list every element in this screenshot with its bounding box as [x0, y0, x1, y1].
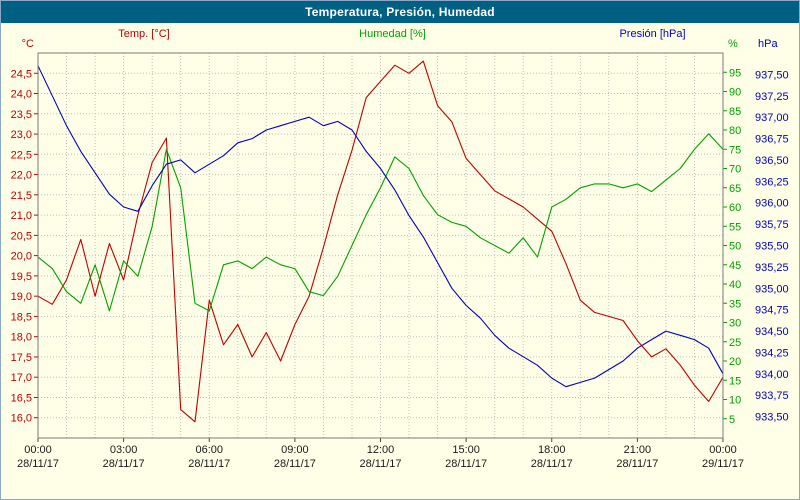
pressure-tick-label: 934,50: [755, 326, 789, 338]
humidity-tick-label: 45: [729, 260, 741, 272]
temp-tick-label: 21,5: [11, 190, 32, 202]
humidity-axis-unit: %: [728, 38, 738, 50]
humidity-tick-label: 90: [729, 87, 741, 99]
humidity-tick-label: 35: [729, 298, 741, 310]
temperature-axis-unit: °C: [21, 38, 34, 50]
x-date-label: 28/11/17: [103, 458, 145, 470]
temp-tick-label: 18,0: [11, 332, 32, 344]
humidity-tick-label: 55: [729, 221, 741, 233]
humidity-tick-label: 70: [729, 164, 741, 176]
x-time-label: 12:00: [367, 444, 395, 456]
temp-tick-label: 24,0: [11, 89, 32, 101]
temp-tick-label: 17,5: [11, 352, 32, 364]
legend-humidity: Humedad [%]: [359, 28, 426, 40]
pressure-tick-label: 935,25: [755, 262, 789, 274]
temp-tick-label: 20,5: [11, 230, 32, 242]
temp-tick-label: 19,0: [11, 291, 32, 303]
humidity-tick-label: 10: [729, 395, 741, 407]
x-time-label: 06:00: [195, 444, 223, 456]
x-time-label: 00:00: [709, 444, 737, 456]
temp-tick-label: 22,0: [11, 170, 32, 182]
pressure-tick-label: 937,00: [755, 112, 789, 124]
temp-tick-label: 23,0: [11, 129, 32, 141]
temp-tick-label: 16,0: [11, 413, 32, 425]
humidity-tick-label: 95: [729, 67, 741, 79]
temp-tick-label: 23,5: [11, 109, 32, 121]
humidity-tick-label: 85: [729, 106, 741, 118]
pressure-tick-label: 935,00: [755, 283, 789, 295]
x-date-label: 28/11/17: [188, 458, 230, 470]
x-time-label: 15:00: [452, 444, 480, 456]
gridlines: [38, 53, 723, 438]
temp-tick-label: 21,0: [11, 210, 32, 222]
temperature-line: [37, 60, 724, 423]
pressure-tick-label: 937,50: [755, 69, 789, 81]
pressure-tick-label: 937,25: [755, 91, 789, 103]
chart-canvas[interactable]: 24,5 24,0 23,5 23,0 22,5 22,0 21,5 21,0 20,5 20,0…: [1, 23, 799, 499]
x-time-label: 00:00: [24, 444, 52, 456]
pressure-tick-label: 935,75: [755, 219, 789, 231]
title-bar[interactable]: Temperatura, Presión, Humedad: [1, 1, 799, 23]
temp-tick-label: 24,5: [11, 68, 32, 80]
humidity-tick-label: 25: [729, 337, 741, 349]
x-date-label: 28/11/17: [274, 458, 316, 470]
x-time-label: 03:00: [110, 444, 138, 456]
temp-tick-label: 22,5: [11, 149, 32, 161]
pressure-line: [37, 65, 724, 388]
pressure-tick-label: 936,25: [755, 176, 789, 188]
pressure-tick-label: 933,50: [755, 412, 789, 424]
x-date-label: 28/11/17: [17, 458, 59, 470]
pressure-axis-unit: hPa: [758, 38, 778, 50]
pressure-tick-label: 936,50: [755, 155, 789, 167]
pressure-tick-label: 934,75: [755, 305, 789, 317]
window-title: Temperatura, Presión, Humedad: [305, 5, 495, 19]
humidity-tick-label: 40: [729, 279, 741, 291]
humidity-tick-label: 5: [729, 414, 735, 426]
temp-tick-label: 16,5: [11, 392, 32, 404]
pressure-tick-label: 936,75: [755, 134, 789, 146]
x-time-label: 18:00: [538, 444, 566, 456]
humidity-tick-label: 30: [729, 318, 741, 330]
humidity-tick-label: 20: [729, 356, 741, 368]
humidity-tick-label: 80: [729, 125, 741, 137]
temp-tick-label: 18,5: [11, 311, 32, 323]
temp-tick-label: 19,5: [11, 271, 32, 283]
x-date-label: 29/11/17: [702, 458, 744, 470]
humidity-tick-label: 65: [729, 183, 741, 195]
chart-area: 24,5 24,0 23,5 23,0 22,5 22,0 21,5 21,0 20,5 20,0…: [1, 23, 799, 499]
x-time-label: 09:00: [281, 444, 309, 456]
temp-tick-label: 20,0: [11, 251, 32, 263]
pressure-tick-label: 936,00: [755, 198, 789, 210]
x-date-label: 28/11/17: [359, 458, 401, 470]
legend-temperature: Temp. [°C]: [118, 28, 170, 40]
humidity-tick-label: 60: [729, 202, 741, 214]
pressure-tick-label: 934,00: [755, 369, 789, 381]
x-date-label: 28/11/17: [616, 458, 658, 470]
pressure-tick-label: 933,75: [755, 390, 789, 402]
x-date-label: 28/11/17: [445, 458, 487, 470]
x-time-label: 21:00: [624, 444, 652, 456]
x-date-label: 28/11/17: [531, 458, 573, 470]
humidity-line: [37, 133, 724, 312]
legend-pressure: Presión [hPa]: [619, 28, 686, 40]
pressure-tick-label: 935,50: [755, 241, 789, 253]
plot-border: [37, 52, 724, 439]
humidity-tick-label: 50: [729, 241, 741, 253]
humidity-tick-label: 15: [729, 375, 741, 387]
humidity-tick-label: 75: [729, 144, 741, 156]
temp-tick-label: 17,0: [11, 372, 32, 384]
pressure-tick-label: 934,25: [755, 347, 789, 359]
